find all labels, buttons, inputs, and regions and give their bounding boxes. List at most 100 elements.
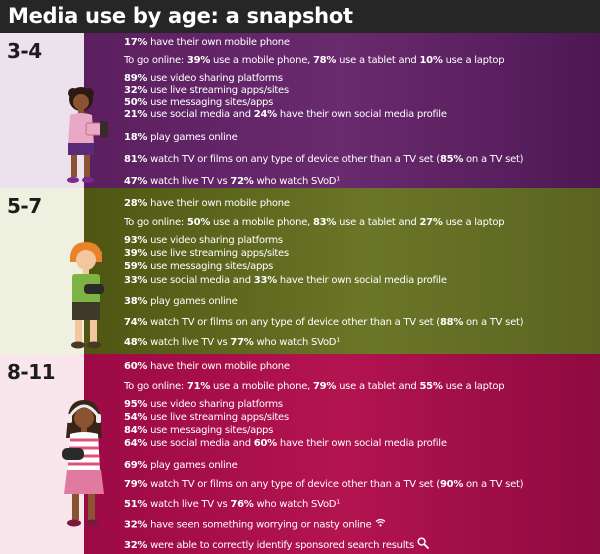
age-label: 5-7 xyxy=(7,194,42,218)
wifi-icon xyxy=(375,518,386,531)
stat-text: use a laptop xyxy=(442,381,505,392)
stat-percentage: 84% xyxy=(124,425,148,436)
stat-text: were able to correctly identify sponsore… xyxy=(147,540,414,551)
stat-line: 95% use video sharing platforms xyxy=(124,399,283,411)
stat-text: on a TV set) xyxy=(463,479,524,490)
stat-line: To go online: 71% use a mobile phone, 79… xyxy=(124,381,505,393)
stat-text: To go online: xyxy=(124,55,187,66)
stat-line: To go online: 39% use a mobile phone, 78… xyxy=(124,55,505,67)
stat-percentage: 10% xyxy=(419,55,443,66)
stat-line: 51% watch live TV vs 76% who watch SVoD¹ xyxy=(124,499,340,511)
stat-line: 21% use social media and 24% have their … xyxy=(124,109,447,121)
age-panel xyxy=(0,33,84,188)
stat-text: use messaging sites/apps xyxy=(147,261,274,272)
stat-line: 59% use messaging sites/apps xyxy=(124,261,273,273)
stat-line: 79% watch TV or films on any type of dev… xyxy=(124,479,524,491)
stat-text: who watch SVoD¹ xyxy=(253,499,341,510)
stat-percentage: 93% xyxy=(124,235,148,246)
stat-text: have their own mobile phone xyxy=(147,37,290,48)
stat-percentage: 89% xyxy=(124,73,148,84)
stat-percentage: 85% xyxy=(439,154,464,165)
stat-text: use a tablet and xyxy=(336,381,420,392)
stat-line: 17% have their own mobile phone xyxy=(124,37,290,49)
stat-text: have their own mobile phone xyxy=(147,198,290,209)
stat-percentage: 81% xyxy=(124,154,148,165)
stat-percentage: 77% xyxy=(230,337,254,348)
magnifier-icon xyxy=(417,537,429,553)
stat-percentage: 50% xyxy=(124,97,148,108)
stat-line: 74% watch TV or films on any type of dev… xyxy=(124,317,524,329)
stat-text: use a mobile phone, xyxy=(210,217,313,228)
stat-line: 32% were able to correctly identify spon… xyxy=(124,537,429,553)
stats-panel xyxy=(84,188,600,354)
stat-text: on a TV set) xyxy=(463,317,524,328)
stat-text: watch TV or films on any type of device … xyxy=(147,479,440,490)
stat-line: 18% play games online xyxy=(124,132,238,144)
stat-line: 32% have seen something worrying or nast… xyxy=(124,518,386,532)
stat-percentage: 32% xyxy=(124,85,148,96)
stat-percentage: 47% xyxy=(124,176,148,187)
stat-percentage: 79% xyxy=(124,479,148,490)
stat-text: use live streaming apps/sites xyxy=(147,248,289,259)
stat-percentage: 90% xyxy=(439,479,464,490)
stat-line: 32% use live streaming apps/sites xyxy=(124,85,289,97)
stat-percentage: 64% xyxy=(124,438,148,449)
age-section-5-7: 5-7 28% have their own mobile phone To g… xyxy=(0,188,600,354)
stat-line: To go online: 50% use a mobile phone, 83… xyxy=(124,217,505,229)
stat-percentage: 39% xyxy=(124,248,148,259)
stat-percentage: 79% xyxy=(312,381,337,392)
stat-percentage: 39% xyxy=(186,55,211,66)
stat-text: use video sharing platforms xyxy=(147,235,283,246)
stat-line: 84% use messaging sites/apps xyxy=(124,425,273,437)
stat-text: use a mobile phone, xyxy=(210,381,313,392)
stat-text: use messaging sites/apps xyxy=(147,425,274,436)
stat-percentage: 28% xyxy=(124,198,148,209)
stat-text: watch live TV vs xyxy=(147,499,231,510)
stat-text: use video sharing platforms xyxy=(147,399,283,410)
stat-percentage: 21% xyxy=(124,109,148,120)
stat-line: 64% use social media and 60% have their … xyxy=(124,438,447,450)
stat-text: watch TV or films on any type of device … xyxy=(147,317,440,328)
page-title: Media use by age: a snapshot xyxy=(0,0,600,33)
stat-text: have their own social media profile xyxy=(276,275,447,286)
stat-line: 89% use video sharing platforms xyxy=(124,73,283,85)
age-label: 3-4 xyxy=(7,39,42,63)
stat-line: 39% use live streaming apps/sites xyxy=(124,248,289,260)
stat-line: 50% use messaging sites/apps xyxy=(124,97,273,109)
stat-percentage: 18% xyxy=(124,132,148,143)
stat-text: To go online: xyxy=(124,217,187,228)
stat-text: on a TV set) xyxy=(463,154,524,165)
stat-text: use a mobile phone, xyxy=(210,55,313,66)
stat-text: watch live TV vs xyxy=(147,337,231,348)
stat-text: use a laptop xyxy=(442,55,505,66)
stat-percentage: 71% xyxy=(186,381,211,392)
stats-panel xyxy=(84,33,600,188)
stat-text: have their own social media profile xyxy=(276,438,447,449)
stat-percentage: 95% xyxy=(124,399,148,410)
stat-text: use social media and xyxy=(147,275,254,286)
stat-text: use social media and xyxy=(147,109,254,120)
stat-percentage: 48% xyxy=(124,337,148,348)
stat-line: 47% watch live TV vs 72% who watch SVoD¹ xyxy=(124,176,340,188)
stat-text: play games online xyxy=(147,296,238,307)
stat-text: use live streaming apps/sites xyxy=(147,85,289,96)
stat-percentage: 76% xyxy=(230,499,254,510)
stat-text: have their own mobile phone xyxy=(147,361,290,372)
stat-line: 81% watch TV or films on any type of dev… xyxy=(124,154,524,166)
stat-text: have their own social media profile xyxy=(276,109,447,120)
stats-panel xyxy=(84,354,600,554)
stat-text: watch live TV vs xyxy=(147,176,231,187)
stat-percentage: 72% xyxy=(230,176,254,187)
stat-line: 54% use live streaming apps/sites xyxy=(124,412,289,424)
stat-percentage: 38% xyxy=(124,296,148,307)
stat-percentage: 55% xyxy=(419,381,443,392)
stat-text: To go online: xyxy=(124,381,187,392)
stat-percentage: 32% xyxy=(124,519,148,531)
stat-text: use messaging sites/apps xyxy=(147,97,274,108)
stat-percentage: 88% xyxy=(439,317,464,328)
stat-text: use a laptop xyxy=(442,217,505,228)
boy-with-controller-illustration xyxy=(70,242,104,349)
stat-text: use live streaming apps/sites xyxy=(147,412,289,423)
stat-line: 28% have their own mobile phone xyxy=(124,198,290,210)
stat-percentage: 83% xyxy=(312,217,337,228)
